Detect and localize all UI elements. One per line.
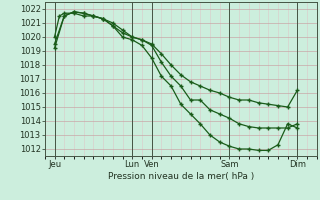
X-axis label: Pression niveau de la mer( hPa ): Pression niveau de la mer( hPa ) [108, 172, 254, 181]
